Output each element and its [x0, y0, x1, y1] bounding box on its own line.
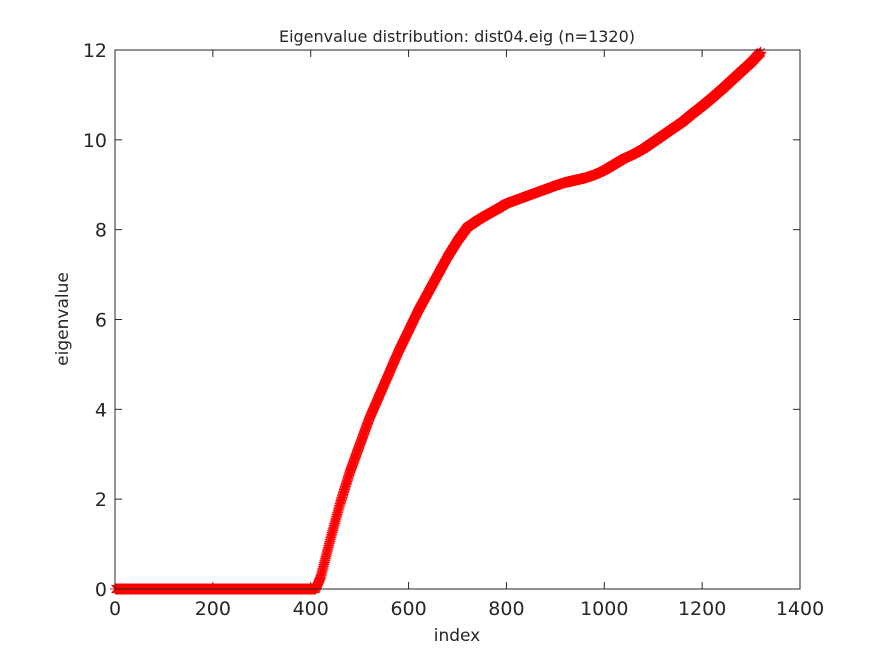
x-tick-label: 200 — [195, 598, 231, 620]
data-point — [755, 46, 767, 58]
x-tick-label: 1000 — [580, 598, 628, 620]
axes-box — [114, 49, 801, 590]
plot-area — [115, 50, 800, 589]
x-tick-label: 1200 — [678, 598, 726, 620]
x-axis-label: index — [434, 626, 481, 646]
x-tick-label: 400 — [293, 598, 329, 620]
y-tick-label: 12 — [83, 40, 107, 62]
y-tick-label: 10 — [83, 130, 107, 152]
y-tick-label: 8 — [95, 220, 107, 242]
chart-title: Eigenvalue distribution: dist04.eig (n=1… — [279, 27, 635, 46]
x-tick-label: 0 — [109, 598, 121, 620]
y-tick-label: 4 — [95, 399, 107, 421]
x-tick-label: 1400 — [776, 598, 824, 620]
y-axis-label: eigenvalue — [53, 272, 73, 366]
y-tick-label: 0 — [95, 579, 107, 601]
y-tick-label: 2 — [95, 489, 107, 511]
x-tick-label: 600 — [390, 598, 426, 620]
y-tick-label: 6 — [95, 310, 107, 332]
tick-labels: 0 200 400 600 800 1000 1200 1400 0 2 4 6 8 10 12 — [83, 40, 824, 620]
x-tick-label: 800 — [488, 598, 524, 620]
